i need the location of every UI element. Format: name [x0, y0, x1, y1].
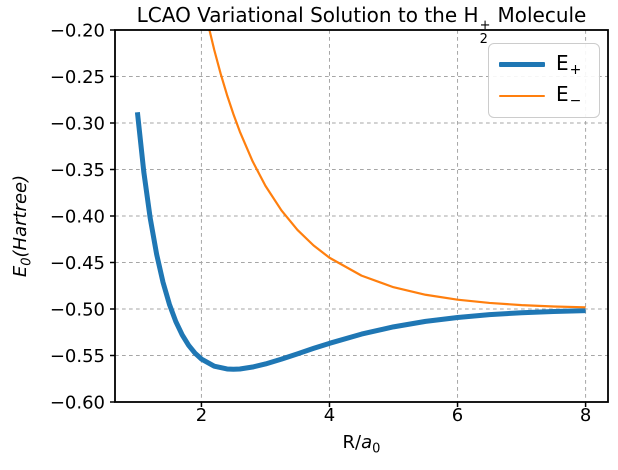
x-axis-label-pre: R/ [342, 432, 362, 453]
series-line-eplus [134, 111, 586, 372]
y-tick-label: −0.60 [50, 393, 105, 414]
x-tick-label: 8 [580, 405, 591, 426]
y-tick-label: −0.55 [50, 346, 105, 367]
y-tick-label: −0.30 [50, 114, 105, 135]
y-tick-label: −0.45 [50, 253, 105, 274]
y-axis-label-post: (Hartree) [10, 174, 31, 258]
legend-line-eplus [499, 62, 545, 68]
curves [134, 30, 586, 372]
legend-label-eminus-main: E [556, 82, 569, 107]
legend-entry-eminus: E− [499, 84, 589, 108]
chart-title-post: Molecule [497, 3, 587, 27]
x-axis-label-var: a [361, 432, 373, 453]
h2plus-subsup: +2 [480, 19, 491, 46]
grid [115, 29, 608, 403]
tick-labels: 2 4 6 8 −0.20 −0.25 −0.30 −0.35 −0.40 −0.45 −0.50 −… [50, 21, 591, 427]
legend-label-eplus-sub: + [569, 61, 582, 78]
chart-title: LCAO Variational Solution to the H +2 Mole… [115, 3, 608, 46]
y-tick-label: −0.25 [50, 67, 105, 88]
y-tick-label: −0.35 [50, 160, 105, 181]
chart-title-sub: 2 [479, 31, 488, 47]
legend-entry-eplus: E+ [499, 53, 589, 77]
legend-label-eplus-main: E [556, 50, 569, 75]
legend-label-eplus: E+ [556, 53, 581, 77]
legend-label-eminus-sub: − [569, 93, 582, 110]
legend-label-eminus: E− [556, 84, 581, 108]
y-tick-label: −0.20 [50, 21, 105, 42]
y-axis-label-main: E [10, 265, 31, 278]
x-tick-label: 2 [196, 405, 207, 426]
legend: E+ E− [488, 43, 600, 118]
series-line-eminus [208, 30, 586, 309]
y-tick-label: −0.50 [50, 300, 105, 321]
ticks [110, 29, 587, 407]
x-tick-label: 4 [324, 405, 335, 426]
y-axis-label-sub: 0 [19, 257, 35, 266]
x-axis-label-sub: 0 [372, 441, 381, 457]
x-tick-label: 6 [452, 405, 463, 426]
chart-title-pre: LCAO Variational Solution to the H [136, 3, 479, 27]
chart-title-sup: + [479, 18, 491, 33]
y-axis-label: E0(Hartree) [9, 115, 35, 337]
x-axis-label: R/a0 [115, 432, 608, 457]
legend-line-eminus [499, 95, 545, 98]
y-tick-label: −0.40 [50, 207, 105, 228]
